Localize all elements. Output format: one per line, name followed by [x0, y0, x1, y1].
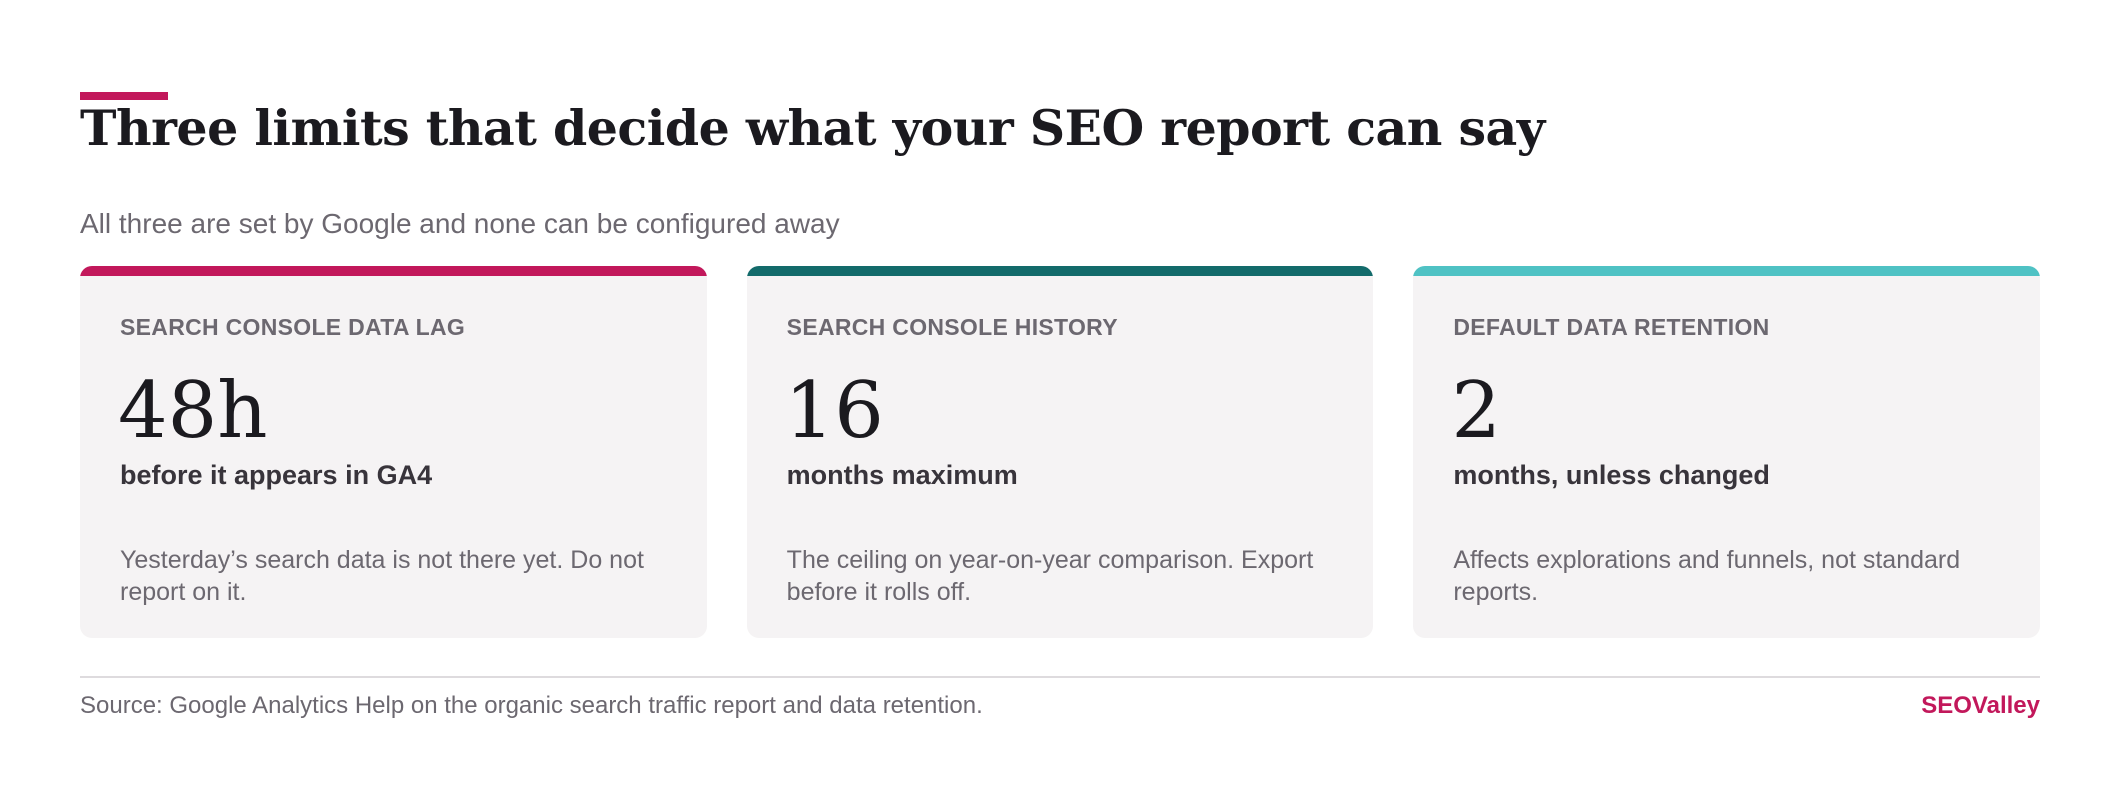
page-title: Three limits that decide what your SEO r…: [80, 99, 1545, 157]
page-subtitle: All three are set by Google and none can…: [80, 208, 840, 239]
card-unit: before it appears in GA4: [120, 460, 433, 490]
card-label: DEFAULT DATA RETENTION: [1453, 314, 1770, 340]
brand-logo: SEOValley: [1921, 692, 2040, 719]
card-accent-bar: [746, 266, 1374, 276]
card-value: 48h: [118, 366, 268, 456]
card-description: Affects explorations and funnels, not st…: [1453, 546, 1961, 606]
card-description: The ceiling on year-on-year comparison. …: [786, 546, 1314, 606]
title-accent-bar: [80, 92, 168, 100]
card-value: 2: [1451, 366, 1501, 456]
card-unit: months, unless changed: [1453, 460, 1770, 490]
card-accent-bar: [80, 266, 707, 276]
card-description: Yesterday’s search data is not there yet…: [120, 546, 644, 606]
source-note: Source: Google Analytics Help on the org…: [80, 692, 983, 719]
footer-divider: [80, 676, 2040, 678]
stat-cards: SEARCH CONSOLE DATA LAG 48h before it ap…: [80, 266, 2041, 638]
stat-card-data-lag: SEARCH CONSOLE DATA LAG 48h before it ap…: [80, 266, 707, 638]
stat-card-retention: DEFAULT DATA RETENTION 2 months, unless …: [1413, 266, 2041, 638]
card-unit: months maximum: [786, 460, 1018, 490]
stat-card-history: SEARCH CONSOLE HISTORY 16 months maximum…: [746, 266, 1374, 638]
card-accent-bar: [1413, 266, 2041, 276]
card-value: 16: [784, 366, 884, 456]
card-label: SEARCH CONSOLE DATA LAG: [120, 314, 466, 340]
card-label: SEARCH CONSOLE HISTORY: [786, 314, 1118, 340]
